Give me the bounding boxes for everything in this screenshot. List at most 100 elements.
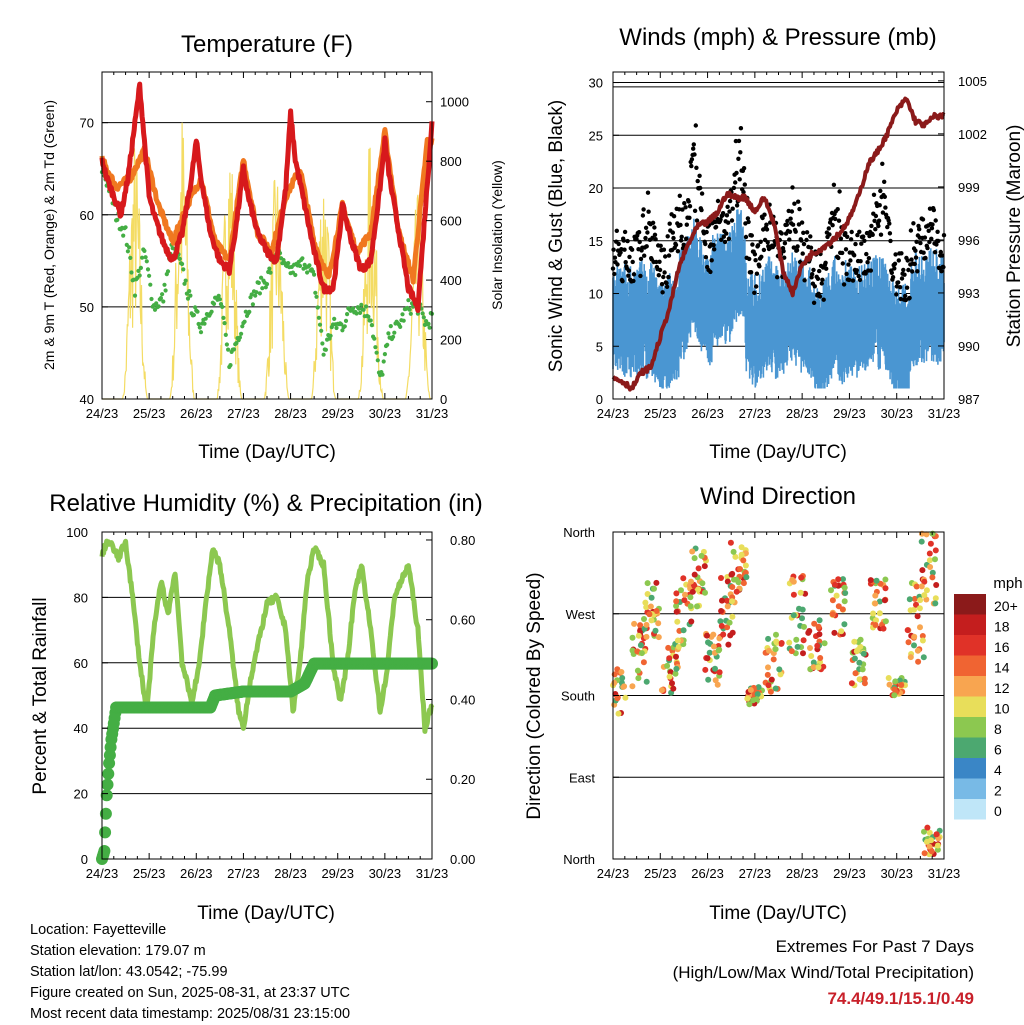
gust-point [684, 222, 689, 227]
gust-point [796, 199, 801, 204]
direction-point [687, 603, 694, 610]
direction-point [777, 671, 784, 678]
direction-point [927, 540, 934, 547]
direction-point [653, 579, 660, 586]
dewpoint-point [391, 334, 396, 339]
gust-point [897, 285, 903, 290]
gust-point [910, 269, 915, 274]
gust-point [726, 236, 732, 241]
direction-point [673, 598, 680, 605]
direction-point [743, 574, 750, 581]
gust-point [656, 273, 661, 278]
direction-point [742, 562, 749, 569]
gust-point [862, 238, 867, 243]
legend-swatch [954, 594, 986, 615]
direction-point [720, 631, 727, 638]
direction-point [729, 570, 736, 577]
direction-point [923, 587, 930, 594]
y-tick-label: North [563, 852, 595, 867]
gust-point [810, 272, 815, 277]
humidity-xlabel: Time (Day/UTC) [197, 903, 335, 924]
gust-point [929, 226, 935, 231]
direction-point [688, 578, 694, 585]
gust-point [877, 203, 882, 208]
dewpoint-point [342, 324, 347, 329]
winds-xlabel: Time (Day/UTC) [709, 442, 847, 463]
gust-point [667, 221, 672, 226]
legend-label: 2 [994, 783, 1002, 799]
pressure-series [611, 96, 946, 392]
gust-point [748, 270, 754, 275]
gust-point [637, 239, 642, 245]
x-tick-label: 31/23 [928, 406, 961, 421]
dewpoint-point [407, 307, 412, 312]
gust-point [749, 233, 754, 238]
direction-point [619, 675, 626, 681]
direction-point [933, 831, 940, 838]
direction-point [841, 621, 848, 628]
direction-point [841, 598, 848, 605]
gust-point [929, 236, 934, 241]
x-tick-label: 27/23 [739, 406, 772, 421]
gust-point [670, 230, 675, 235]
gust-point [896, 280, 901, 285]
gust-point [882, 194, 887, 199]
gust-point [873, 227, 878, 232]
direction-point [706, 649, 713, 656]
direction-point [754, 691, 761, 698]
gust-point [841, 282, 847, 287]
plot-frame [101, 71, 433, 400]
direction-point [913, 601, 919, 608]
gust-point [882, 179, 887, 184]
dewpoint-point [268, 270, 273, 275]
gust-point [817, 294, 823, 299]
gust-point [843, 231, 848, 236]
direction-point [841, 584, 848, 591]
gust-point [658, 243, 663, 248]
gust-point [665, 234, 670, 239]
gust-point [660, 290, 665, 295]
gust-point [691, 146, 696, 151]
direction-point [932, 600, 939, 607]
gust-point [880, 210, 886, 215]
direction-point [776, 666, 783, 673]
y-right-tick-label: 990 [958, 339, 980, 354]
gust-point [820, 277, 825, 282]
dewpoint-point [354, 311, 359, 316]
gust-point [725, 204, 730, 209]
gust-point [743, 234, 749, 240]
direction-point [643, 678, 650, 685]
direction-point [695, 586, 702, 593]
gust-point [752, 252, 758, 257]
gust-point [765, 240, 770, 245]
gust-point [811, 267, 816, 273]
direction-point [744, 695, 751, 702]
gust-point [678, 222, 683, 228]
dewpoint-point [138, 265, 143, 270]
x-tick-label: 24/23 [86, 406, 119, 421]
gust-point [836, 255, 841, 261]
gust-point [791, 245, 796, 250]
gust-point [848, 237, 854, 242]
direction-point [876, 598, 883, 605]
direction-point [705, 676, 712, 683]
gust-point [703, 241, 708, 247]
precip-point [99, 807, 112, 820]
direction-point [746, 701, 753, 708]
legend-swatch [954, 778, 986, 799]
dewpoint-point [239, 331, 244, 336]
direction-point [913, 583, 920, 590]
legend-label: 4 [994, 762, 1002, 778]
gust-point [899, 276, 905, 281]
gust-point [736, 156, 741, 161]
y-tick-label: North [563, 525, 595, 540]
legend-swatch [954, 737, 986, 758]
gust-point [650, 220, 656, 225]
dewpoint-point [211, 301, 217, 306]
gust-point [858, 259, 863, 264]
gust-point [704, 229, 709, 235]
direction-point [729, 598, 735, 605]
gust-point [871, 192, 877, 197]
gust-point [640, 213, 646, 218]
legend-label: 0 [994, 803, 1002, 819]
